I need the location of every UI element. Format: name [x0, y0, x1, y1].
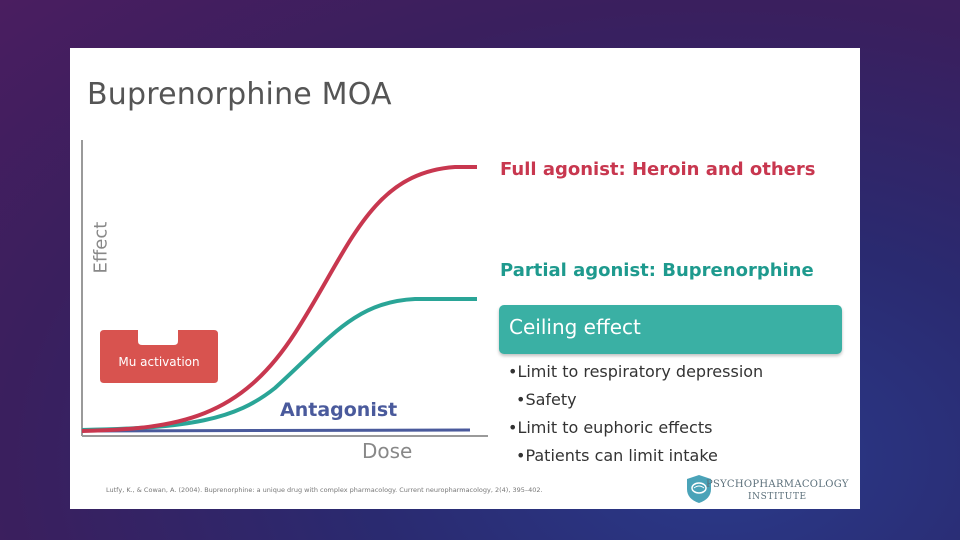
ceiling-effect-heading: Ceiling effect: [509, 315, 641, 339]
bullet-item: •Safety: [516, 390, 577, 409]
logo-text-line2: INSTITUTE: [748, 492, 807, 502]
bullet-item: •Limit to respiratory depression: [508, 362, 764, 381]
y-axis-label: Effect: [90, 221, 112, 274]
full-agonist-curve: [81, 165, 477, 433]
bullet-item: •Limit to euphoric effects: [508, 418, 713, 437]
ceiling-effect-box: Ceiling effect: [499, 305, 842, 354]
slide-title: Buprenorphine MOA: [87, 77, 392, 112]
full-agonist-label: Full agonist: Heroin and others: [500, 159, 816, 180]
mu-receptor-shape: [100, 330, 218, 383]
x-axis-label: Dose: [362, 439, 413, 463]
slide: Buprenorphine MOA Mu activation Effect D…: [70, 48, 860, 509]
shield-brain-icon: [687, 475, 711, 503]
citation: Lutfy, K., & Cowan, A. (2004). Buprenorp…: [106, 486, 543, 494]
bullet-item: •Patients can limit intake: [516, 446, 718, 465]
dose-response-diagram: [81, 140, 488, 437]
mu-activation-label: Mu activation: [118, 355, 200, 369]
logo-text-line1: PSYCHOPHARMACOLOGY: [706, 479, 849, 490]
partial-agonist-label: Partial agonist: Buprenorphine: [500, 260, 814, 281]
ceiling-bullet-list: •Limit to respiratory depression •Safety…: [508, 358, 763, 470]
antagonist-curve: [81, 428, 471, 433]
antagonist-label: Antagonist: [280, 399, 398, 421]
psychopharmacology-institute-logo: PSYCHOPHARMACOLOGY INSTITUTE: [684, 473, 856, 505]
